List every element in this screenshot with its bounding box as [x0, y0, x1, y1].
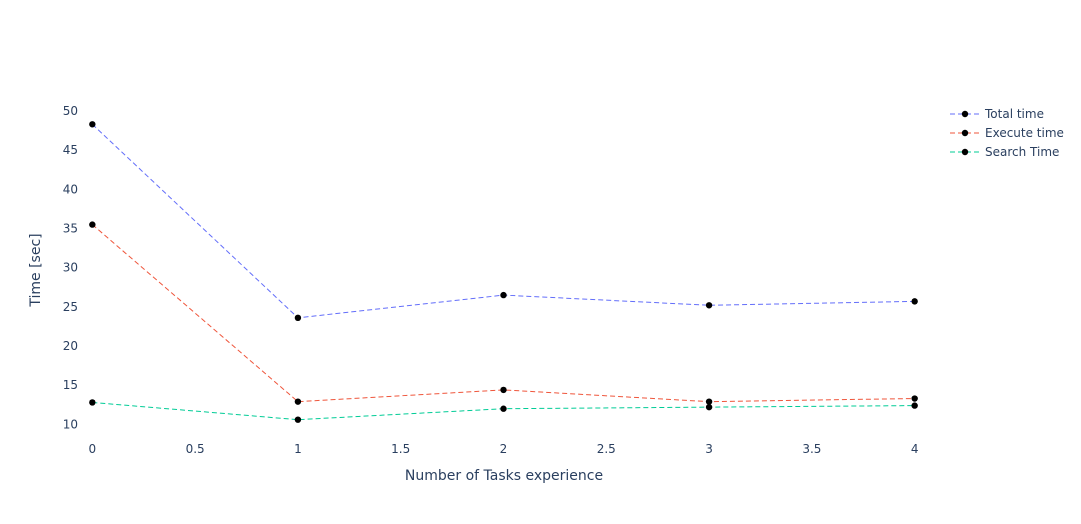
y-tick-label: 25: [63, 300, 78, 314]
data-point[interactable]: [294, 398, 302, 405]
y-tick-label: 10: [63, 417, 78, 431]
y-axis-ticks: 10 15 20 25 30 35 40 45 50: [63, 104, 78, 431]
x-tick-label: 1: [294, 442, 302, 456]
y-tick-label: 30: [63, 261, 78, 275]
y-axis-title: Time [sec]: [28, 233, 44, 307]
legend-marker: [961, 148, 969, 156]
legend-item[interactable]: Execute time: [950, 126, 1064, 140]
data-point[interactable]: [89, 221, 96, 228]
data-point[interactable]: [705, 403, 713, 411]
x-tick-label: 3: [705, 442, 713, 456]
x-tick-label: 3.5: [802, 442, 821, 456]
legend-label: Total time: [984, 107, 1044, 121]
series-points: [89, 121, 918, 423]
x-tick-label: 0.5: [186, 442, 205, 456]
data-point[interactable]: [500, 291, 507, 299]
series-lines: [91, 123, 915, 421]
data-point[interactable]: [89, 399, 96, 406]
y-tick-label: 40: [63, 182, 78, 196]
legend-marker: [961, 129, 969, 137]
series-line-1: [92, 224, 915, 403]
data-point[interactable]: [705, 398, 713, 405]
data-point[interactable]: [294, 314, 302, 322]
data-point[interactable]: [89, 121, 96, 128]
legend-item[interactable]: Search Time: [950, 145, 1059, 159]
y-tick-label: 15: [63, 378, 78, 392]
legend-label: Search Time: [985, 145, 1059, 159]
data-point[interactable]: [705, 302, 713, 309]
legend-item[interactable]: Total time: [950, 107, 1044, 121]
x-tick-label: 1.5: [391, 442, 410, 456]
data-point[interactable]: [911, 395, 918, 402]
data-point[interactable]: [911, 298, 918, 305]
x-axis-title: Number of Tasks experience: [405, 468, 603, 484]
x-tick-label: 0: [89, 442, 97, 456]
data-point[interactable]: [500, 405, 507, 412]
x-tick-label: 2.5: [597, 442, 616, 456]
x-tick-label: 2: [500, 442, 508, 456]
y-tick-label: 20: [63, 339, 78, 353]
x-axis-ticks: 0 0.5 1 1.5 2 2.5 3 3.5 4: [89, 442, 919, 456]
series-line-0: [91, 123, 915, 319]
legend: Total time Execute time Search Time: [950, 107, 1064, 159]
legend-marker: [961, 110, 969, 118]
x-tick-label: 4: [911, 442, 919, 456]
data-point[interactable]: [911, 402, 918, 409]
y-tick-label: 45: [63, 143, 78, 157]
data-point[interactable]: [500, 386, 507, 394]
legend-label: Execute time: [985, 126, 1064, 140]
y-tick-label: 50: [63, 104, 78, 118]
data-point[interactable]: [294, 416, 302, 423]
y-tick-label: 35: [63, 221, 78, 235]
